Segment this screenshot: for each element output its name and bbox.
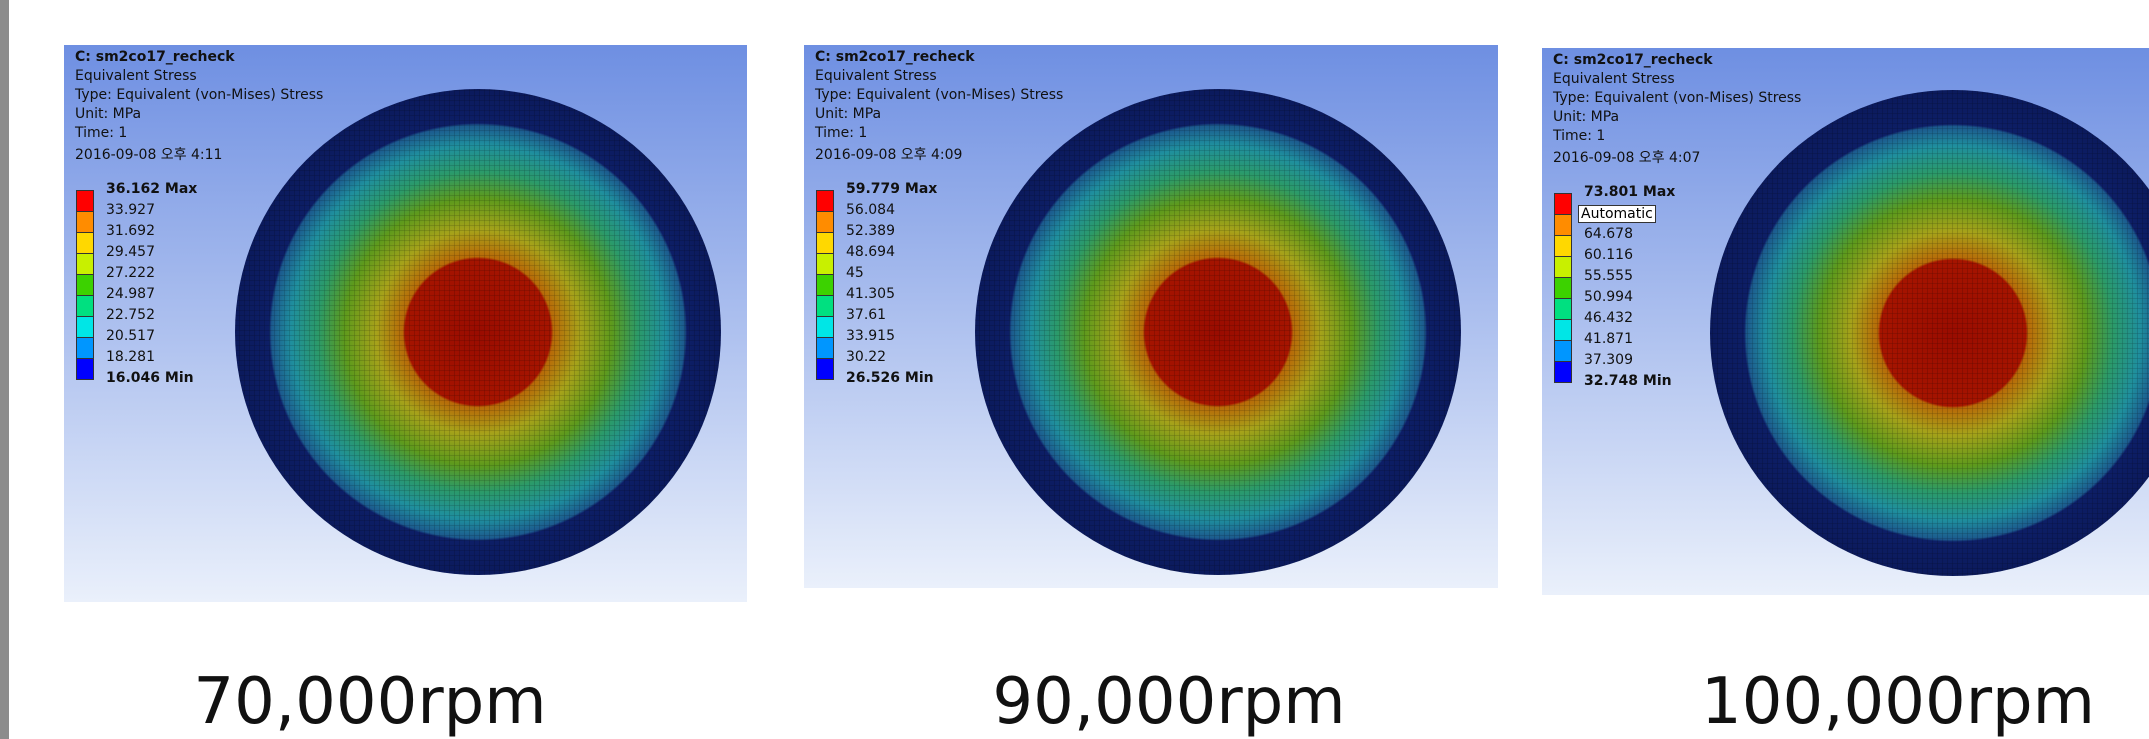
- legend-label: 52.389: [846, 223, 895, 239]
- legend-label: 48.694: [846, 244, 895, 260]
- header-line: C: sm2co17_recheck: [815, 49, 975, 65]
- header-line: 2016-09-08 오후 4:11: [75, 147, 223, 163]
- legend-swatch: [816, 337, 834, 359]
- header-line: Unit: MPa: [75, 106, 142, 122]
- legend-label: 50.994: [1584, 289, 1633, 305]
- legend-label: 46.432: [1584, 310, 1633, 326]
- legend-label: 31.692: [106, 223, 155, 239]
- legend-label: 20.517: [106, 328, 155, 344]
- legend-swatch: [76, 316, 94, 338]
- legend-label: 56.084: [846, 202, 895, 218]
- legend-swatch: [76, 190, 94, 212]
- header-line: C: sm2co17_recheck: [1553, 52, 1713, 68]
- legend-swatch: [816, 274, 834, 296]
- legend-swatch: [1554, 193, 1572, 215]
- legend-swatch: [1554, 319, 1572, 341]
- legend-label: 18.281: [106, 349, 155, 365]
- legend-swatch: [816, 211, 834, 233]
- legend-label: 33.927: [106, 202, 155, 218]
- header-line: Time: 1: [75, 125, 128, 141]
- legend-label: 22.752: [106, 307, 155, 323]
- header-line: C: sm2co17_recheck: [75, 49, 235, 65]
- stress-contour: [975, 89, 1461, 575]
- legend-swatch: [816, 232, 834, 254]
- legend-label: 37.61: [846, 307, 887, 323]
- header-line: Equivalent Stress: [75, 68, 197, 84]
- tooltip: Automatic: [1578, 205, 1656, 223]
- legend-swatch: [816, 358, 834, 380]
- result-view: C: sm2co17_recheck Equivalent Stress Type:…: [804, 45, 1498, 588]
- legend-swatch: [1554, 298, 1572, 320]
- legend-label: 37.309: [1584, 352, 1633, 368]
- mesh: [975, 89, 1461, 575]
- legend-label: 16.046 Min: [106, 370, 194, 386]
- legend-label: 36.162 Max: [106, 181, 198, 197]
- legend-label: 26.526 Min: [846, 370, 934, 386]
- legend-swatch: [1554, 277, 1572, 299]
- stress-contour: [1710, 90, 2149, 576]
- legend-label: 33.915: [846, 328, 895, 344]
- legend-label: 59.779 Max: [846, 181, 938, 197]
- header-line: Time: 1: [1553, 128, 1606, 144]
- legend-swatch: [816, 253, 834, 275]
- legend-label: 55.555: [1584, 268, 1633, 284]
- header-line: Unit: MPa: [1553, 109, 1620, 125]
- legend-label: 24.987: [106, 286, 155, 302]
- result-view: C: sm2co17_recheck Equivalent Stress Type:…: [1542, 48, 2149, 595]
- rpm-caption: 100,000rpm: [1701, 665, 2095, 739]
- mesh: [235, 89, 721, 575]
- legend-swatch: [1554, 340, 1572, 362]
- header-line: Unit: MPa: [815, 106, 882, 122]
- header-line: Equivalent Stress: [1553, 71, 1675, 87]
- legend-swatch: [76, 358, 94, 380]
- header-line: Time: 1: [815, 125, 868, 141]
- legend-label: 29.457: [106, 244, 155, 260]
- legend-swatch: [76, 337, 94, 359]
- mesh: [1710, 90, 2149, 576]
- legend-swatch: [1554, 235, 1572, 257]
- stress-contour: [235, 89, 721, 575]
- result-view: C: sm2co17_recheck Equivalent Stress Type:…: [64, 45, 747, 602]
- header-line: Equivalent Stress: [815, 68, 937, 84]
- legend-swatch: [76, 274, 94, 296]
- legend-swatch: [1554, 361, 1572, 383]
- legend-label: 73.801 Max: [1584, 184, 1676, 200]
- legend-swatch: [816, 190, 834, 212]
- legend-label: 30.22: [846, 349, 887, 365]
- legend-swatch: [76, 232, 94, 254]
- legend-swatch: [816, 316, 834, 338]
- legend-label: 41.871: [1584, 331, 1633, 347]
- legend-swatch: [76, 295, 94, 317]
- legend-label: 64.678: [1584, 226, 1633, 242]
- legend-swatch: [816, 295, 834, 317]
- legend-label: 60.116: [1584, 247, 1633, 263]
- rpm-caption: 70,000rpm: [193, 665, 547, 739]
- legend-label: 27.222: [106, 265, 155, 281]
- header-line: Type: Equivalent (von-Mises) Stress: [1553, 90, 1802, 106]
- header-line: Type: Equivalent (von-Mises) Stress: [815, 87, 1064, 103]
- slide-border: [0, 0, 9, 739]
- legend-swatch: [1554, 214, 1572, 236]
- legend-label: 41.305: [846, 286, 895, 302]
- header-line: Type: Equivalent (von-Mises) Stress: [75, 87, 324, 103]
- legend-swatch: [76, 211, 94, 233]
- legend-swatch: [76, 253, 94, 275]
- header-line: 2016-09-08 오후 4:09: [815, 147, 963, 163]
- legend-label: 45: [846, 265, 864, 281]
- header-line: 2016-09-08 오후 4:07: [1553, 150, 1701, 166]
- legend-swatch: [1554, 256, 1572, 278]
- rpm-caption: 90,000rpm: [992, 665, 1346, 739]
- legend-label: 32.748 Min: [1584, 373, 1672, 389]
